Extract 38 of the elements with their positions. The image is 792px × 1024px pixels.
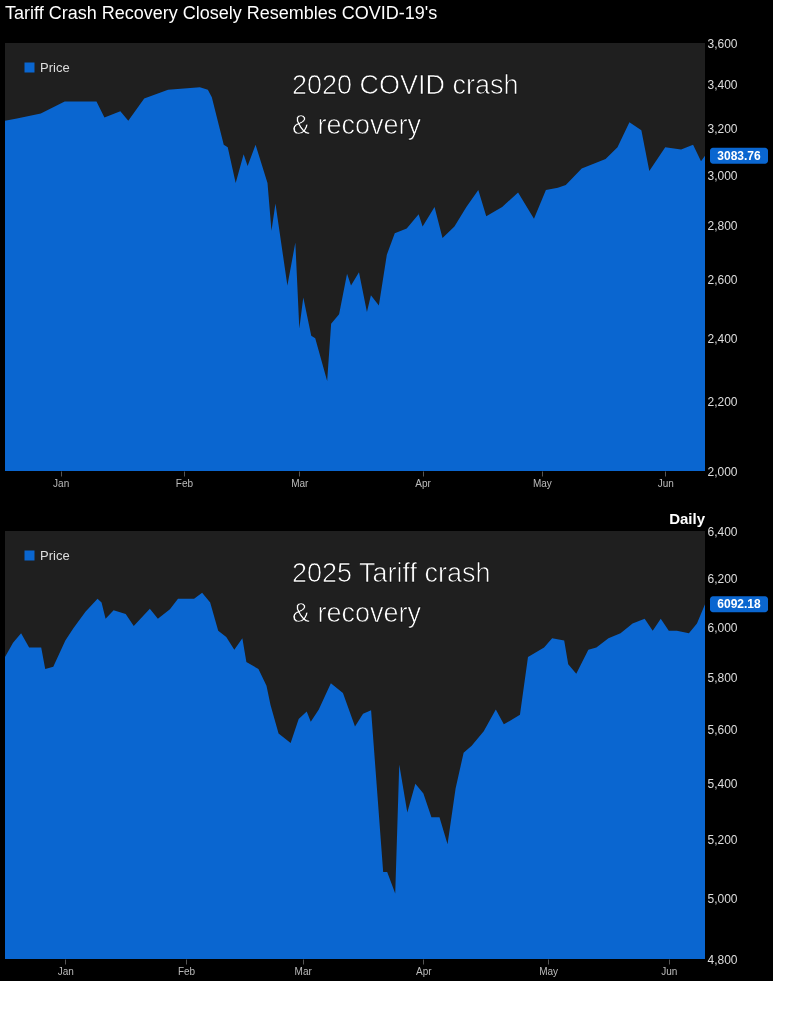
annotation: 2020 COVID crash & recovery [292, 70, 519, 140]
x-tick-label: May [539, 965, 559, 977]
annotation: 2025 Tariff crash & recovery [292, 558, 491, 628]
y-tick-label: 3,600 [707, 36, 738, 51]
x-tick-label: Mar [291, 477, 310, 489]
y-tick-label: 5,200 [707, 833, 738, 848]
y-tick-label: 2,800 [707, 219, 738, 234]
x-tick-label: Feb [175, 477, 194, 489]
y-tick-label: 3,400 [707, 78, 738, 93]
y-tick-label: 2,200 [707, 395, 738, 410]
y-tick-label: 4,800 [707, 952, 738, 967]
x-tick-label: Apr [416, 965, 433, 977]
x-tick-label: May [532, 477, 552, 489]
x-tick-label: Jun [661, 965, 678, 977]
y-tick-label: 6,000 [707, 620, 738, 635]
annotation: 3083.76 [717, 148, 762, 163]
x-tick-label: Jan [53, 477, 70, 489]
y-tick-label: 5,000 [707, 891, 738, 906]
y-tick-label: 5,400 [707, 777, 738, 792]
chart-title: Tariff Crash Recovery Closely Resembles COVID-19's [5, 3, 438, 23]
x-tick-label: Feb [177, 965, 196, 977]
y-tick-label: 2,000 [707, 464, 738, 479]
y-tick-label: 3,000 [707, 169, 738, 184]
y-tick-label: 2,600 [707, 273, 738, 288]
x-tick-label: Mar [294, 965, 313, 977]
x-tick-label: Jan [57, 965, 74, 977]
y-tick-label: 5,800 [707, 670, 738, 685]
legend-label: Price [40, 547, 70, 563]
y-tick-label: 6,400 [707, 524, 738, 539]
annotation: 6092.18 [717, 597, 762, 612]
chart-subtitle: Daily [669, 510, 706, 527]
legend-label: Price [40, 59, 70, 75]
y-tick-label: 6,200 [707, 571, 738, 586]
x-tick-label: Jun [657, 477, 674, 489]
y-tick-label: 2,400 [707, 331, 738, 346]
x-tick-label: Apr [415, 477, 432, 489]
y-tick-label: 3,200 [707, 122, 738, 137]
y-tick-label: 5,600 [707, 723, 738, 738]
